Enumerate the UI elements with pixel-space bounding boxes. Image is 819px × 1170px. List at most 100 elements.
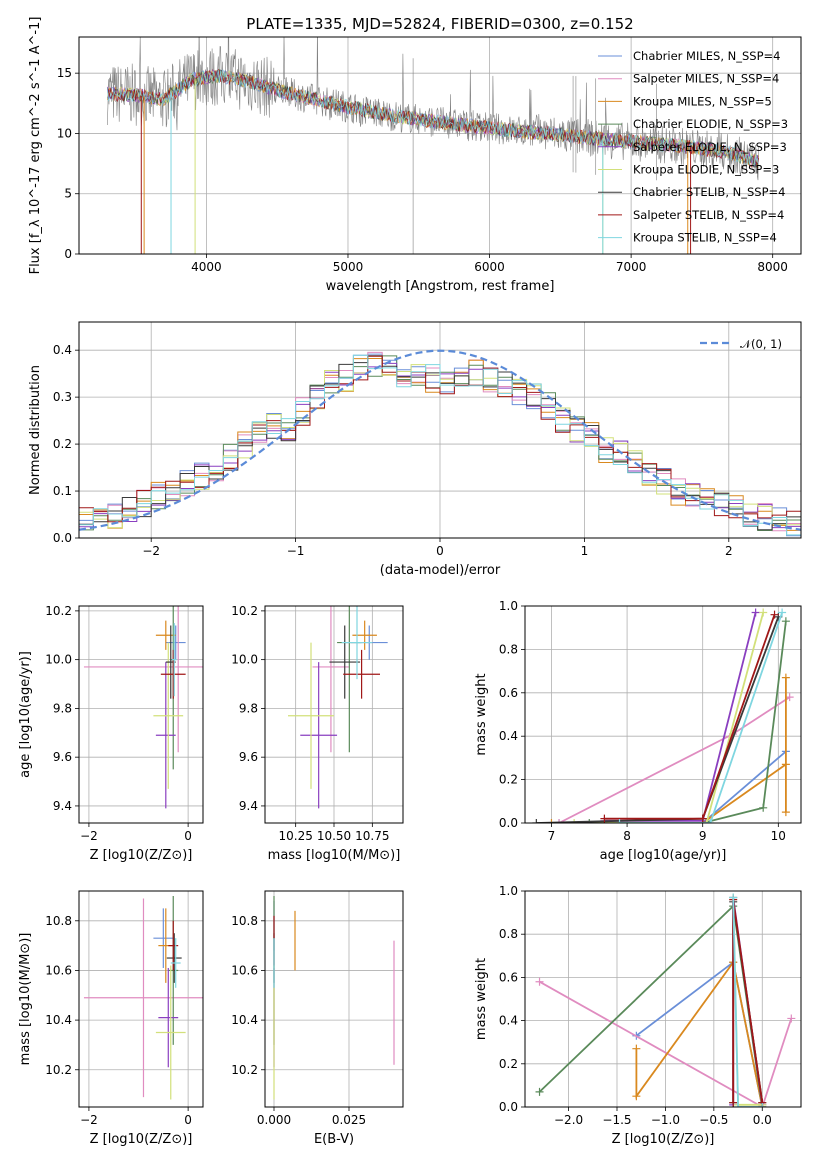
weight-line: [559, 750, 787, 823]
legend: 𝒩(0, 1): [700, 337, 782, 351]
axes-weight-vs-Z: −2.0 −1.5 −1.0 −0.5 0.0 0.0 0.2 0.4 0.6 0.8 1.0: [499, 884, 801, 1127]
y-tick-label: 0.1: [53, 484, 72, 498]
weight-line: [619, 612, 783, 823]
x-tick-label: −0.5: [699, 1113, 728, 1127]
weight-marker: [781, 617, 790, 626]
weight-marker: [615, 819, 624, 823]
y-axis-label: Flux [f_λ 10^-17 erg cm^-2 s^-1 A^-1]: [28, 17, 43, 275]
weight-marker: [702, 819, 711, 823]
x-tick-label: −1: [287, 544, 305, 558]
figure-title: PLATE=1335, MJD=52824, FIBERID=0300, z=0…: [246, 15, 633, 33]
y-tick-label: 0.4: [499, 1014, 518, 1028]
axes-frame-weight-vs-age: [524, 605, 802, 824]
y-tick-label: 10.6: [231, 963, 258, 977]
x-tick-label: 10: [771, 829, 786, 843]
x-axis-label: Z [log10(Z/Z⊙)]: [90, 848, 193, 863]
x-tick-label: 6000: [474, 260, 505, 274]
y-tick-label: 9.6: [239, 750, 258, 764]
x-axis-label: Z [log10(Z/Z⊙)]: [90, 1132, 193, 1147]
y-tick-label: 0.3: [53, 390, 72, 404]
weight-marker: [706, 819, 715, 823]
plot-area-weight-vs-Z: [535, 893, 796, 1107]
plot-area-age-vs-mass: [288, 606, 388, 809]
x-tick-label: −1.0: [651, 1113, 680, 1127]
y-axis-label: Normed distribution: [28, 365, 43, 495]
y-tick-label: 0.2: [53, 437, 72, 451]
x-tick-label: 0.000: [257, 1113, 291, 1127]
weight-line: [589, 621, 787, 823]
y-tick-label: 10.2: [45, 1063, 72, 1077]
weight-marker: [729, 1098, 738, 1107]
y-tick-label: 9.8: [239, 701, 258, 715]
weight-marker: [570, 819, 579, 823]
weight-line: [604, 614, 776, 820]
weight-marker: [632, 1092, 641, 1101]
axes-age-vs-Z: −2 0 9.4 9.6 9.8 10.0 10.2: [45, 604, 203, 843]
x-tick-label: 7000: [616, 260, 647, 274]
weight-marker: [555, 819, 564, 823]
axes-spectrum: 4000 5000 6000 7000 8000 0 5 10 15: [57, 37, 801, 274]
y-axis-label: mass [log10(M/M⊙)]: [18, 933, 33, 1066]
weight-line: [539, 980, 793, 1107]
weight-marker: [758, 1103, 767, 1107]
y-tick-label: 10.8: [231, 914, 258, 928]
plot-area-age-vs-Z: [83, 606, 203, 809]
x-tick-label: −2.0: [554, 1113, 583, 1127]
weight-marker: [781, 760, 790, 769]
weight-marker: [759, 803, 768, 812]
legend-label: Chabrier ELODIE, N_SSP=3: [633, 117, 788, 131]
plot-area-weight-vs-age: [532, 608, 794, 823]
y-tick-label: 0.0: [499, 1100, 518, 1114]
plot-area-spectrum: [106, 37, 759, 254]
residual-histogram: [79, 354, 801, 536]
weight-marker: [585, 819, 594, 823]
y-axis-label: age [log10(age/yr)]: [18, 651, 33, 778]
x-tick-label: 10.25: [278, 829, 312, 843]
weight-marker: [759, 608, 768, 617]
y-tick-label: 10.2: [45, 604, 72, 618]
weight-marker: [600, 814, 609, 823]
plot-area-residuals: [79, 349, 801, 537]
weight-marker: [698, 814, 707, 823]
weight-line: [635, 960, 764, 1107]
y-tick-label: 10.4: [45, 1013, 72, 1027]
y-axis-label: mass weight: [474, 958, 489, 1040]
axes-frame-age-vs-mass: [264, 605, 404, 824]
plot-area-mass-vs-Z: [83, 895, 203, 1100]
y-tick-label: 0.4: [53, 343, 72, 357]
y-tick-label: 9.6: [53, 750, 72, 764]
axes-frame-residuals: [78, 321, 802, 539]
x-tick-label: −1.5: [602, 1113, 631, 1127]
y-tick-label: 10.0: [231, 653, 258, 667]
x-axis-label: E(B-V): [314, 1132, 354, 1147]
axes-frame-age-vs-Z: [78, 605, 204, 824]
legend-label: Chabrier STELIB, N_SSP=4: [633, 185, 785, 199]
weight-marker: [729, 893, 738, 902]
x-tick-label: 0: [184, 829, 192, 843]
axes-residuals: −2 −1 0 1 2 0.0 0.1 0.2 0.3 0.4: [53, 322, 801, 558]
weight-marker: [734, 1103, 743, 1107]
weight-marker: [751, 608, 760, 617]
weight-marker: [781, 808, 790, 817]
weight-marker: [532, 819, 541, 823]
axes-frame-weight-vs-Z: [524, 890, 802, 1108]
x-axis-label: (data-model)/error: [380, 563, 501, 578]
y-tick-label: 10.4: [231, 1013, 258, 1027]
legend-label: Kroupa MILES, N_SSP=5: [633, 94, 772, 108]
axes-mass-vs-Z: −2 0 10.2 10.4 10.6 10.8: [45, 891, 203, 1127]
x-tick-label: 0.025: [332, 1113, 366, 1127]
x-tick-label: 0: [436, 544, 444, 558]
x-tick-label: 1: [581, 544, 589, 558]
y-tick-label: 0.0: [53, 531, 72, 545]
legend-label: Kroupa STELIB, N_SSP=4: [633, 231, 777, 245]
weight-line: [732, 897, 763, 1107]
y-tick-label: 10.6: [45, 963, 72, 977]
legend-label: Salpeter MILES, N_SSP=4: [633, 72, 779, 86]
legend-label: Salpeter ELODIE, N_SSP=3: [633, 140, 787, 154]
y-tick-label: 1.0: [499, 884, 518, 898]
normal-pdf-curve: [79, 349, 801, 531]
y-tick-label: 9.4: [53, 799, 72, 813]
weight-marker: [787, 1014, 796, 1023]
y-tick-label: 15: [57, 66, 72, 80]
